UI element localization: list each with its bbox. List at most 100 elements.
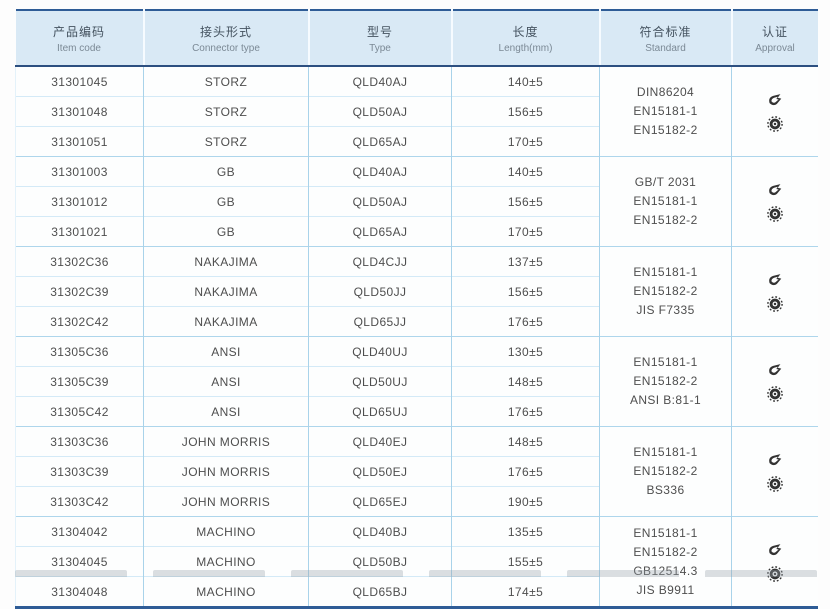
type-cell: QLD65BJ — [308, 576, 452, 608]
length-cell: 155±5 — [451, 546, 600, 577]
length-cell: 156±5 — [451, 276, 600, 307]
type-cell: QLD65EJ — [308, 486, 452, 517]
header-type: 型号 Type — [307, 10, 452, 67]
standard-line: EN15182-2 — [633, 544, 698, 559]
connector-type-cell: MACHINO — [143, 576, 309, 608]
standard-line: GB/T 2031 — [634, 175, 697, 189]
type-cell: QLD50BJ — [308, 546, 452, 577]
length-cell: 140±5 — [451, 156, 600, 187]
standard-line: JIS B9911 — [636, 582, 695, 597]
approval-icons — [733, 92, 817, 132]
type-cell: QLD40AJ — [308, 66, 452, 97]
approval-icons — [733, 272, 817, 312]
type-cell: QLD50EJ — [308, 456, 452, 487]
item-code-cell: 31301045 — [15, 66, 144, 97]
table-row: 31304045 MACHINO QLD50BJ 155±5 — [15, 546, 818, 577]
length-cell: 130±5 — [451, 336, 600, 367]
connector-type-cell: ANSI — [143, 336, 309, 367]
item-code-cell: 31304048 — [15, 576, 144, 608]
item-code-cell: 31303C42 — [15, 486, 144, 517]
type-cell: QLD4CJJ — [308, 246, 452, 277]
item-code-cell: 31303C36 — [15, 426, 144, 457]
standard-line: EN15182-2 — [633, 374, 698, 388]
product-spec-table: 产品编码 Item code 接头形式 Connector type 型号 Ty… — [15, 9, 818, 609]
approval-cell — [731, 156, 818, 247]
length-cell: 148±5 — [451, 426, 600, 457]
length-cell: 176±5 — [451, 306, 600, 337]
table-row: 31303C36 JOHN MORRIS QLD40EJ 148±5 EN15181-1… — [15, 426, 818, 517]
standard-line: GB12514.3 — [601, 562, 730, 581]
table-row: 31301048 STORZ QLD50AJ 156±5 — [15, 96, 818, 127]
connector-type-cell: ANSI — [143, 366, 309, 397]
standard-cell: EN15181-1 EN15182-2 JIS F7335 — [599, 246, 732, 337]
header-length-zh: 长度 — [512, 24, 539, 39]
header-standard: 符合标准 Standard — [598, 10, 732, 67]
standard-line: BS336 — [646, 483, 685, 497]
certification-seal-icon — [766, 385, 783, 402]
connector-type-cell: MACHINO — [143, 516, 309, 547]
connector-type-cell: NAKAJIMA — [143, 246, 309, 277]
connector-type-cell: GB — [143, 216, 309, 247]
header-approval-zh: 认证 — [761, 24, 788, 39]
standard-line: EN15181-1 — [633, 355, 698, 369]
certification-seal-icon — [766, 115, 783, 132]
standard-line: EN15181-1 — [633, 265, 698, 279]
type-cell: QLD50UJ — [308, 366, 452, 397]
standard-line: DIN86204 — [636, 85, 695, 99]
connector-type-cell: JOHN MORRIS — [143, 426, 309, 457]
table-row: 31302C39 NAKAJIMA QLD50JJ 156±5 — [15, 276, 818, 307]
standard-cell: EN15181-1 EN15182-2 ANSI B:81-1 — [599, 336, 732, 427]
item-code-cell: 31302C36 — [15, 246, 144, 277]
certification-logo-icon — [768, 363, 782, 375]
header-length: 长度 Length(mm) — [450, 10, 600, 67]
header-item-code-en: Item code — [57, 42, 101, 54]
type-cell: QLD50AJ — [308, 96, 452, 127]
standard-line: EN15182-2 — [633, 284, 698, 298]
item-code-cell: 31301021 — [15, 216, 144, 247]
header-item-code-zh: 产品编码 — [52, 24, 105, 39]
type-cell: QLD65JJ — [308, 306, 452, 337]
item-code-cell: 31302C39 — [15, 276, 144, 307]
table-row: 31302C36 NAKAJIMA QLD4CJJ 137±5 EN15181-1 EN1… — [15, 246, 818, 337]
table-row: 31301021 GB QLD65AJ 170±5 — [15, 216, 818, 247]
approval-cell — [731, 66, 818, 157]
connector-type-cell: GB — [143, 186, 309, 217]
length-cell: 174±5 — [451, 576, 600, 608]
length-cell: 137±5 — [451, 246, 600, 277]
certification-seal-icon — [766, 565, 783, 582]
length-cell: 148±5 — [451, 366, 600, 397]
approval-cell — [731, 516, 818, 608]
approval-icons — [733, 542, 817, 582]
length-cell: 176±5 — [451, 396, 600, 427]
certification-logo-icon — [768, 543, 782, 555]
item-code-cell: 31301048 — [15, 96, 144, 127]
standard-line: EN15182-2 — [633, 213, 698, 227]
header-approval-en: Approval — [755, 42, 795, 54]
length-cell: 176±5 — [451, 456, 600, 487]
certification-logo-icon — [768, 93, 782, 105]
table-row: 31305C36 ANSI QLD40UJ 130±5 EN15181-1 EN15182… — [15, 336, 818, 427]
approval-cell — [731, 336, 818, 427]
certification-logo-icon — [768, 183, 782, 195]
certification-seal-icon — [766, 295, 783, 312]
connector-type-cell: NAKAJIMA — [143, 306, 309, 337]
item-code-cell: 31301051 — [15, 126, 144, 157]
approval-cell — [731, 426, 818, 517]
cropped-next-section-hint — [15, 570, 817, 577]
item-code-cell: 31305C36 — [15, 336, 144, 367]
certification-seal-icon — [766, 205, 783, 222]
header-row: 产品编码 Item code 接头形式 Connector type 型号 Ty… — [15, 10, 818, 67]
item-code-cell: 31304042 — [15, 516, 144, 547]
certification-logo-icon — [768, 453, 782, 465]
header-connector-type-en: Connector type — [192, 42, 260, 54]
connector-type-cell: STORZ — [143, 96, 309, 127]
connector-type-cell: JOHN MORRIS — [143, 456, 309, 487]
table-row: 31303C42 JOHN MORRIS QLD65EJ 190±5 — [15, 486, 818, 517]
standard-line: JIS F7335 — [636, 303, 695, 317]
standard-cell: DIN86204 EN15181-1 EN15182-2 — [599, 66, 732, 157]
standard-line: EN15181-1 — [633, 194, 698, 208]
type-cell: QLD40BJ — [308, 516, 452, 547]
table-row: 31301045 STORZ QLD40AJ 140±5 DIN86204 EN15181… — [15, 66, 818, 157]
header-approval: 认证 Approval — [730, 10, 818, 67]
header-type-en: Type — [369, 42, 391, 54]
